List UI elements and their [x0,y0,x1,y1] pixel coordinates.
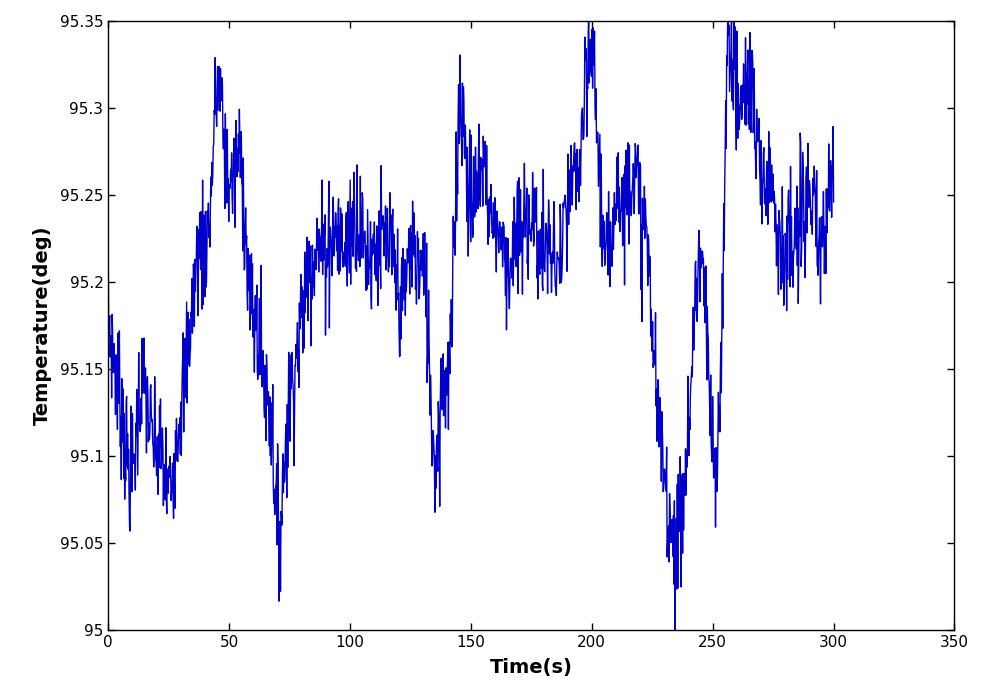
Y-axis label: Temperature(deg): Temperature(deg) [32,225,51,425]
X-axis label: Time(s): Time(s) [490,658,573,677]
